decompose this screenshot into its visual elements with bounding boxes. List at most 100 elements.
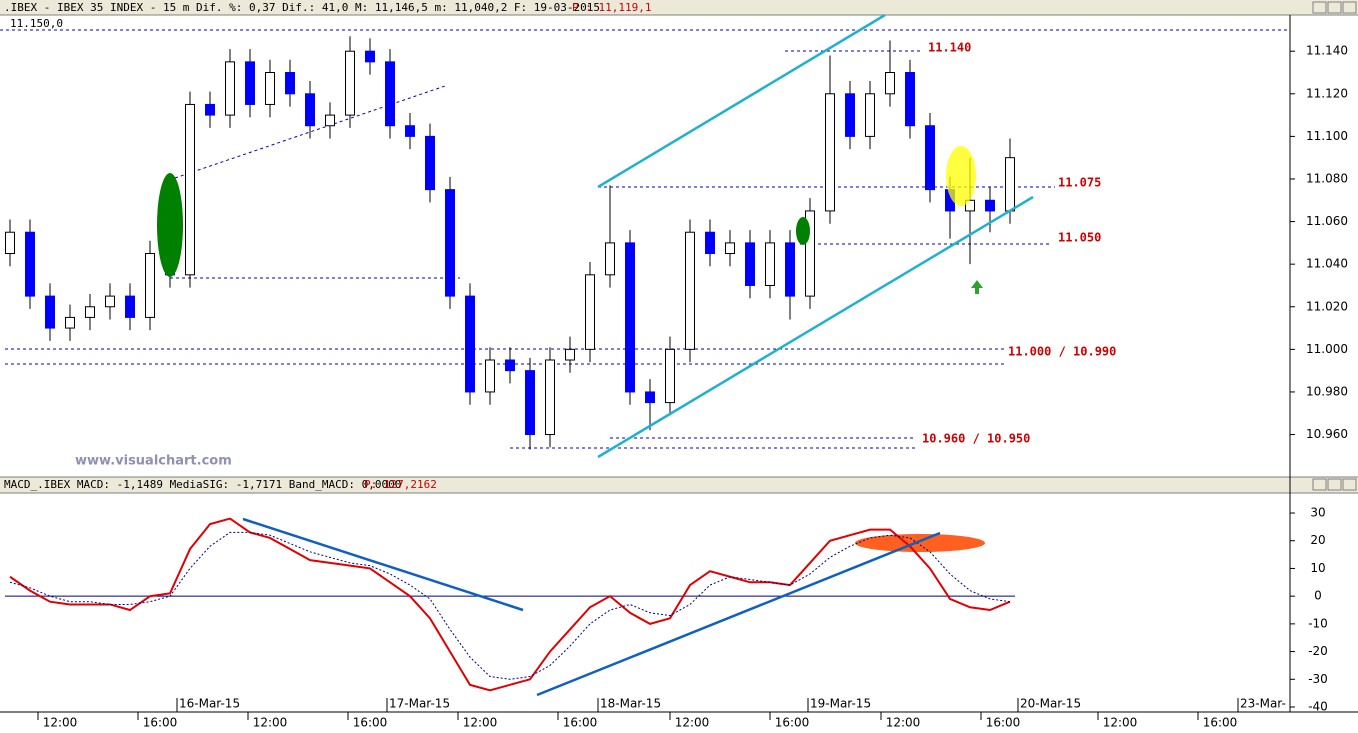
y-tick-label: -10 (1308, 616, 1328, 630)
candle-body (485, 359, 495, 393)
header-price: P : 11,119,1 (572, 1, 651, 14)
y-tick-label: 11.080 (1306, 171, 1348, 185)
candle-body (665, 348, 675, 404)
candle-body (865, 93, 875, 137)
y-tick-label: -20 (1308, 644, 1328, 658)
y-tick-label: 10.980 (1306, 384, 1348, 398)
candle-body (565, 348, 575, 361)
candle-body (25, 231, 35, 297)
candles (5, 36, 1015, 450)
candle-body (285, 72, 295, 95)
trend-line (242, 517, 524, 612)
annotation: 11.075 (1058, 176, 1101, 190)
minimize[interactable] (1312, 478, 1327, 491)
date-label: 16-Mar-15 (179, 697, 240, 711)
y-tick-label: -30 (1308, 672, 1328, 686)
trend-line (536, 531, 941, 697)
candle-body (505, 359, 515, 372)
header-title: .IBEX - IBEX 35 INDEX - 15 m Dif. %: 0,3… (4, 1, 600, 14)
x-tick-label: 12:00 (463, 716, 498, 730)
candle-body (905, 72, 915, 127)
macd-header-bar (0, 477, 1358, 493)
arrow (971, 280, 983, 294)
window-controls (1312, 1, 1357, 491)
candle-body (425, 135, 435, 191)
watermark: www.visualchart.com (75, 454, 232, 469)
y-tick-label: 11.060 (1306, 214, 1348, 228)
signal-line (9, 531, 1011, 680)
y-tick-label: 0 (1314, 589, 1322, 603)
candle-body (325, 114, 335, 127)
candle-body (785, 242, 795, 297)
annotation: 11.050 (1058, 231, 1101, 245)
channel-line (597, 13, 886, 189)
marker-ellipse (157, 173, 183, 277)
candle-body (145, 253, 155, 318)
date-label: 20-Mar-15 (1020, 697, 1081, 711)
x-tick-label: 16:00 (1203, 716, 1238, 730)
date-label: 17-Mar-15 (389, 697, 450, 711)
y-tick-label: 11.140 (1306, 44, 1348, 58)
candle-body (85, 306, 95, 318)
annotation: 10.960 / 10.950 (922, 432, 1030, 446)
channel-line (597, 195, 1034, 459)
maximize[interactable] (1327, 478, 1342, 491)
candle-body (965, 199, 975, 212)
macd (5, 517, 1015, 692)
x-tick-label: 16:00 (563, 716, 598, 730)
date-label: 18-Mar-15 (600, 697, 661, 711)
x-tick-label: 16:00 (775, 716, 810, 730)
candle-body (625, 242, 635, 393)
candle-body (185, 103, 195, 276)
candle-body (65, 316, 75, 329)
date-label: 23-Mar- (1240, 697, 1286, 711)
y-tick-label: 11.100 (1306, 129, 1348, 143)
maximize[interactable] (1327, 1, 1342, 14)
y-tick-label: 11.000 (1306, 342, 1348, 356)
x-tick-label: 12:00 (1103, 716, 1138, 730)
candle-body (305, 93, 315, 127)
y-tick-label: 10.960 (1306, 427, 1348, 441)
candle-body (585, 274, 595, 350)
candle-body (465, 295, 475, 393)
macd-line (9, 517, 1011, 692)
candle-body (125, 295, 135, 318)
candle-body (705, 231, 715, 255)
y-tick-label: 30 (1310, 506, 1325, 520)
candle-body (5, 231, 15, 255)
candle-body (805, 210, 815, 297)
candle-body (385, 61, 395, 127)
candle-body (365, 50, 375, 63)
close[interactable] (1342, 478, 1357, 491)
x-tick-label: 12:00 (43, 716, 78, 730)
candle-body (985, 199, 995, 212)
drawings (157, 13, 1034, 552)
marker-ellipse (855, 534, 985, 552)
marker-ellipse (796, 217, 810, 245)
candle-body (545, 359, 555, 436)
corner-label: 11.150,0 (10, 17, 63, 30)
candle-body (685, 231, 695, 350)
x-tick-label: 16:00 (143, 716, 178, 730)
macd-title: MACD_.IBEX MACD: -1,1489 MediaSIG: -1,71… (4, 478, 401, 491)
x-tick-label: 12:00 (253, 716, 288, 730)
candle-body (825, 93, 835, 212)
candle-body (445, 189, 455, 297)
candle-body (645, 391, 655, 404)
macd-price: P: 127,2162 (364, 478, 437, 491)
header-bar (0, 0, 1358, 15)
marker-ellipse (946, 146, 976, 206)
close[interactable] (1342, 1, 1357, 14)
y-tick-label: 10 (1310, 561, 1325, 575)
candle-body (745, 242, 755, 286)
minimize[interactable] (1312, 1, 1327, 14)
candle-body (1005, 157, 1015, 212)
candle-body (45, 295, 55, 329)
macd-drawings (242, 517, 941, 697)
date-label: 19-Mar-15 (810, 697, 871, 711)
candle-body (725, 242, 735, 255)
candle-body (405, 125, 415, 137)
